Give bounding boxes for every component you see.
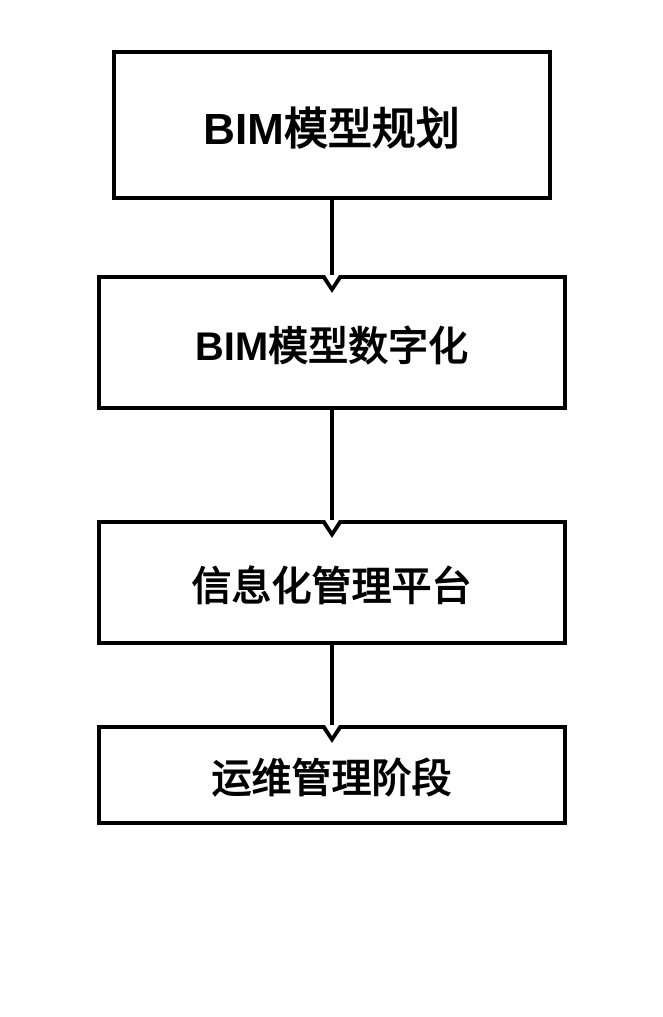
arrow-3 bbox=[330, 645, 334, 725]
node-label-4: 运维管理阶段 bbox=[212, 746, 452, 804]
arrow-1 bbox=[330, 200, 334, 275]
arrow-line-2 bbox=[330, 410, 334, 520]
arrow-2 bbox=[330, 410, 334, 520]
node-label-3: 信息化管理平台 bbox=[192, 554, 472, 612]
flowchart-node-2: BIM模型数字化 bbox=[97, 275, 567, 410]
flowchart-node-3: 信息化管理平台 bbox=[97, 520, 567, 645]
arrow-line-3 bbox=[330, 645, 334, 725]
arrow-line-1 bbox=[330, 200, 334, 275]
flowchart-node-1: BIM模型规划 bbox=[112, 50, 552, 200]
node-label-2: BIM模型数字化 bbox=[195, 314, 468, 372]
node-label-1: BIM模型规划 bbox=[203, 93, 460, 157]
